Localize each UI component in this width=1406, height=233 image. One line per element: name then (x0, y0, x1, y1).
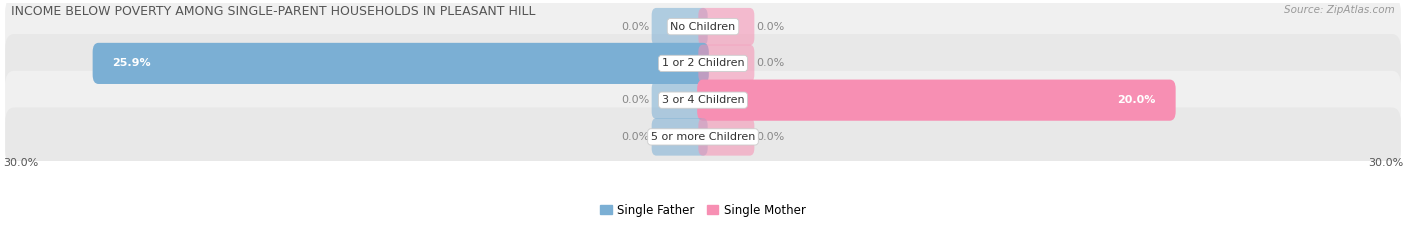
Text: 0.0%: 0.0% (621, 22, 650, 32)
Legend: Single Father, Single Mother: Single Father, Single Mother (595, 199, 811, 221)
FancyBboxPatch shape (699, 45, 755, 82)
Text: 1 or 2 Children: 1 or 2 Children (662, 58, 744, 69)
FancyBboxPatch shape (651, 8, 707, 45)
Text: 20.0%: 20.0% (1118, 95, 1156, 105)
FancyBboxPatch shape (651, 118, 707, 156)
FancyBboxPatch shape (6, 0, 1400, 56)
Text: 25.9%: 25.9% (112, 58, 150, 69)
FancyBboxPatch shape (699, 8, 755, 45)
Text: 0.0%: 0.0% (756, 58, 785, 69)
FancyBboxPatch shape (6, 34, 1400, 93)
Text: 30.0%: 30.0% (3, 158, 38, 168)
FancyBboxPatch shape (6, 71, 1400, 130)
FancyBboxPatch shape (93, 43, 709, 84)
Text: 0.0%: 0.0% (621, 95, 650, 105)
Text: 3 or 4 Children: 3 or 4 Children (662, 95, 744, 105)
Text: 0.0%: 0.0% (756, 22, 785, 32)
Text: No Children: No Children (671, 22, 735, 32)
FancyBboxPatch shape (6, 107, 1400, 166)
Text: 5 or more Children: 5 or more Children (651, 132, 755, 142)
Text: 30.0%: 30.0% (1368, 158, 1403, 168)
Text: 0.0%: 0.0% (621, 132, 650, 142)
Text: 0.0%: 0.0% (756, 132, 785, 142)
FancyBboxPatch shape (699, 118, 755, 156)
Text: Source: ZipAtlas.com: Source: ZipAtlas.com (1284, 5, 1395, 15)
Text: INCOME BELOW POVERTY AMONG SINGLE-PARENT HOUSEHOLDS IN PLEASANT HILL: INCOME BELOW POVERTY AMONG SINGLE-PARENT… (11, 5, 536, 18)
FancyBboxPatch shape (651, 81, 707, 119)
FancyBboxPatch shape (697, 80, 1175, 121)
